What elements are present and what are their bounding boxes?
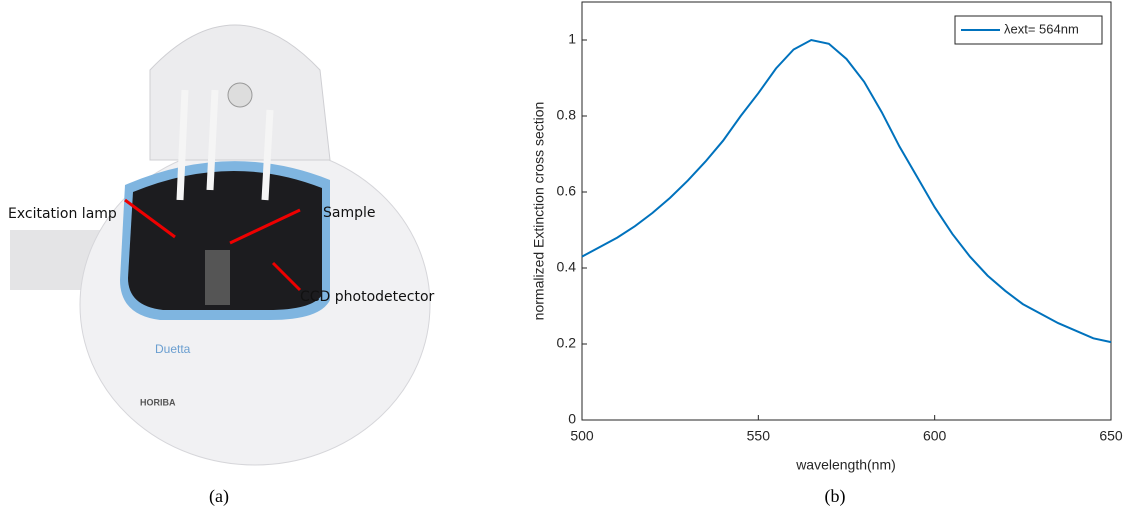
y-tick-label: 0.8 — [557, 107, 577, 123]
arrow — [124, 198, 176, 239]
x-tick-label: 550 — [747, 428, 771, 444]
maker: HORIBA — [140, 397, 176, 407]
brand: Duetta — [155, 342, 191, 356]
caption: (a) — [209, 486, 229, 507]
arrow — [229, 208, 301, 245]
window-interior — [128, 170, 322, 310]
legend-label: λext= 564nm — [1004, 21, 1079, 36]
y-tick-label: 1 — [568, 31, 576, 47]
label: Excitation lamp — [8, 206, 117, 222]
photo: Excitation lamp Sample CCD photodetector… — [8, 24, 435, 507]
y-tick-label: 0.4 — [557, 259, 577, 275]
line — [581, 38, 1112, 344]
label: Sample — [323, 205, 376, 221]
sample-holder — [205, 250, 230, 305]
lid-arms — [176, 89, 274, 201]
y-tick-label: 0.6 — [557, 183, 577, 199]
y-tick-label: 0 — [568, 411, 576, 427]
x-tick-label: 650 — [1099, 428, 1123, 444]
arrow — [271, 261, 302, 292]
caption: (b) — [825, 486, 846, 507]
x-tick-label: 600 — [923, 428, 947, 444]
x-tick-label: 500 — [570, 428, 594, 444]
x-axis-label: wavelength(nm) — [795, 457, 896, 473]
label: CCD photodetector — [300, 289, 435, 305]
lid-port — [227, 82, 253, 108]
plot-area — [581, 1, 1112, 421]
y-tick-label: 0.2 — [557, 335, 577, 351]
y-axis-label: normalized Extinction cross section — [531, 102, 547, 321]
